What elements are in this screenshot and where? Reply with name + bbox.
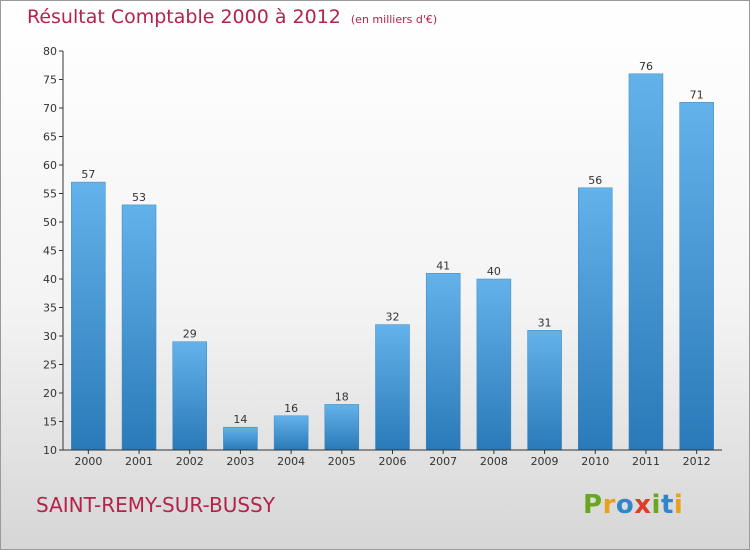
bar — [578, 187, 613, 451]
chart-title: Résultat Comptable 2000 à 2012 (en millie… — [27, 6, 437, 28]
x-tick-label: 2010 — [581, 455, 609, 468]
logo-letter: t — [660, 490, 674, 520]
bar-value-label: 53 — [132, 191, 146, 204]
bar-value-label: 71 — [690, 88, 704, 101]
chart-unit-text: (en milliers d'€) — [350, 13, 438, 26]
bar — [476, 278, 512, 451]
bar-value-label: 41 — [436, 259, 450, 272]
x-tick-label: 2001 — [125, 455, 153, 468]
logo-letter: o — [615, 490, 635, 520]
x-tick-label: 2000 — [74, 455, 102, 468]
bar-value-label: 56 — [588, 174, 602, 187]
bar — [172, 341, 207, 451]
bar — [628, 73, 664, 451]
y-tick-label: 30 — [43, 330, 57, 343]
axis-layer: 2000 2001 2002 2003 2004 2005 2006 2007 2008 2009… — [43, 45, 722, 468]
bar — [679, 102, 714, 451]
x-tick-label: 2006 — [379, 455, 407, 468]
y-tick-label: 45 — [43, 245, 57, 258]
bar — [324, 404, 360, 451]
x-tick-label: 2002 — [176, 455, 204, 468]
bar-value-label: 29 — [183, 328, 197, 341]
bar-value-label: 57 — [81, 168, 95, 181]
logo-letter: i — [673, 490, 684, 520]
y-tick-label: 80 — [43, 45, 57, 58]
bar-value-label: 40 — [487, 265, 501, 278]
y-tick-label: 40 — [43, 273, 57, 286]
bar-value-label: 14 — [233, 413, 247, 426]
logo-letter: i — [651, 490, 661, 520]
logo-letter: P — [583, 490, 603, 520]
x-tick-label: 2004 — [277, 455, 305, 468]
bars-layer: 57 53 29 14 16 18 32 41 40 31 56 76 71 — [71, 60, 714, 451]
bar — [527, 330, 562, 451]
x-tick-label: 2003 — [226, 455, 254, 468]
x-tick-label: 2005 — [328, 455, 356, 468]
y-tick-label: 70 — [43, 102, 57, 115]
logo-letter: x — [634, 490, 652, 520]
y-tick-label: 15 — [43, 416, 57, 429]
bar-value-label: 18 — [335, 390, 349, 403]
bar — [273, 415, 309, 451]
bar — [223, 426, 258, 451]
y-tick-label: 50 — [43, 216, 57, 229]
bar — [71, 181, 106, 451]
y-tick-label: 10 — [43, 444, 57, 457]
bar-value-label: 32 — [386, 311, 400, 324]
commune-name: SAINT-REMY-SUR-BUSSY — [36, 493, 275, 517]
bar-value-label: 31 — [538, 316, 552, 329]
bar-value-label: 16 — [284, 402, 298, 415]
x-tick-label: 2009 — [531, 455, 559, 468]
y-tick-label: 75 — [43, 74, 57, 87]
x-tick-label: 2012 — [683, 455, 711, 468]
x-tick-label: 2011 — [632, 455, 660, 468]
bar — [425, 273, 461, 451]
bar-value-label: 76 — [639, 60, 653, 73]
y-tick-label: 35 — [43, 302, 57, 315]
y-tick-label: 55 — [43, 188, 57, 201]
y-tick-label: 60 — [43, 159, 57, 172]
bar — [375, 324, 410, 451]
y-tick-label: 20 — [43, 387, 57, 400]
x-tick-label: 2007 — [429, 455, 457, 468]
chart-title-text: Résultat Comptable 2000 à 2012 — [27, 6, 341, 28]
proxiti-logo: Proxiti — [583, 490, 683, 520]
bar — [121, 204, 157, 451]
x-tick-label: 2008 — [480, 455, 508, 468]
y-tick-label: 25 — [43, 359, 57, 372]
logo-letter: r — [602, 490, 616, 520]
y-tick-label: 65 — [43, 131, 57, 144]
